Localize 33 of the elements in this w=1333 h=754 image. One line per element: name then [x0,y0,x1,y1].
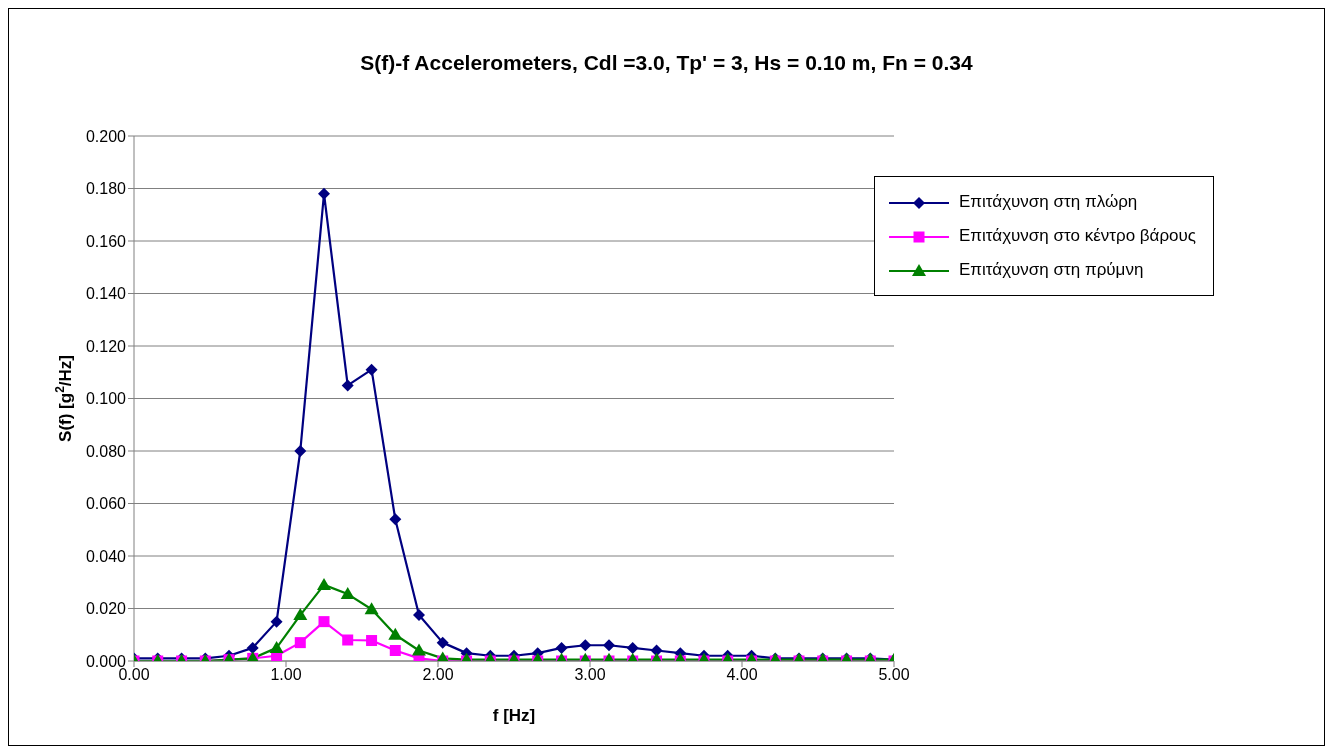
point [412,643,426,656]
y-tick-label: 0.100 [85,390,127,408]
point [365,363,378,376]
y-tick-label: 0.020 [85,600,127,618]
x-axis-title: f [Hz] [492,706,536,725]
y-tick-label: 0.180 [85,180,127,198]
y-tick-label: 0.040 [85,547,127,565]
x-tick-label: 0.00 [118,666,150,684]
y-tick-label: 0.060 [85,495,127,513]
legend-label: Επιτάχυνση στο κέντρο βάρους [958,225,1198,247]
legend-label: Επιτάχυνση στη πλώρη [958,191,1139,213]
point [341,379,354,392]
x-tick-label: 5.00 [878,666,910,684]
point [293,608,308,621]
point [389,513,402,526]
x-tick-label: 2.00 [422,666,454,684]
y-tick-label: 0.200 [85,127,127,145]
y-tick-label: 0.140 [85,285,127,303]
y-tick-label: 0.120 [85,337,127,355]
point [317,577,331,590]
x-tick-label: 4.00 [726,666,758,684]
x-tick-label: 3.00 [574,666,606,684]
point [270,615,283,628]
point [340,587,355,600]
x-tick-label: 1.00 [270,666,302,684]
chart-title: S(f)-f Accelerometers, Cdl =3.0, Tp' = 3, Hs = 0.10 m, Fn = 0.34 [359,50,974,76]
point [269,640,284,653]
legend-label: Επιτάχυνση στη πρύμνη [958,259,1145,281]
y-tick-label: 0.080 [85,442,127,460]
point [294,445,307,457]
point [364,602,379,615]
y-tick-label: 0.160 [85,232,127,250]
point [388,627,403,640]
